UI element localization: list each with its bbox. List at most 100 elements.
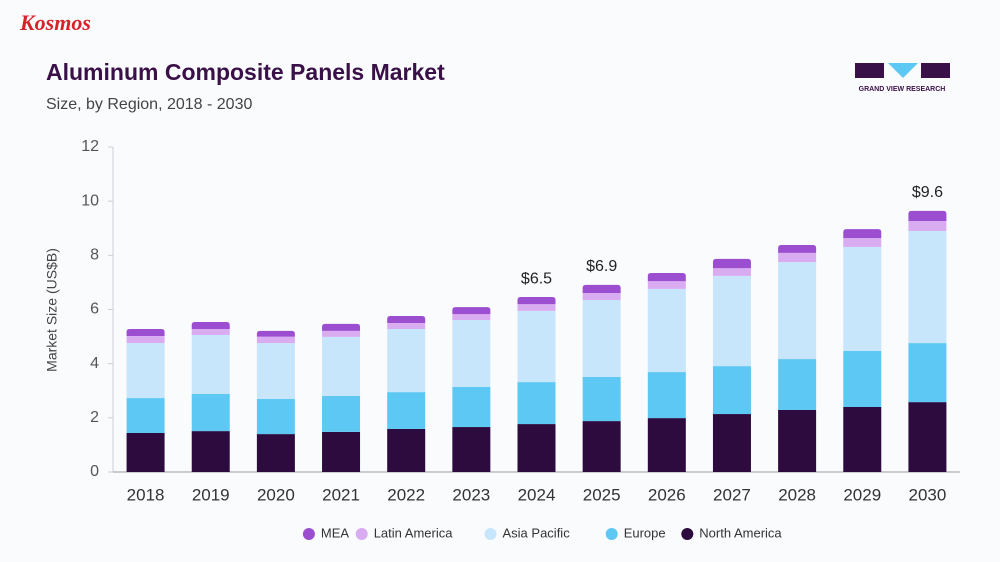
bar-segment	[908, 343, 947, 403]
bar-segment	[517, 382, 556, 425]
bar-segment	[322, 395, 361, 432]
bar-segment	[256, 398, 295, 435]
x-tick-label: 2030	[909, 485, 947, 504]
chart-subtitle: Size, by Region, 2018 - 2030	[46, 96, 252, 113]
y-tick-label: 6	[90, 301, 99, 318]
x-tick-label: 2025	[583, 485, 621, 504]
x-tick-label: 2018	[127, 485, 165, 504]
bar-segment	[582, 284, 621, 293]
bar-segment	[387, 323, 426, 329]
bar-segment	[126, 329, 165, 337]
bar-segment	[582, 376, 621, 422]
x-tick-label: 2024	[518, 485, 556, 504]
bar-segment	[908, 220, 947, 231]
bar-segment	[517, 310, 556, 383]
bar-segment	[908, 230, 947, 344]
bar-segment	[452, 307, 491, 315]
legend-swatch	[681, 528, 694, 540]
total-label: $6.5	[521, 270, 552, 287]
bar-segment	[778, 245, 817, 253]
x-tick-label: 2021	[322, 485, 360, 504]
y-tick-label: 10	[81, 192, 99, 209]
bar-segment	[191, 394, 230, 432]
x-tick-label: 2019	[192, 485, 230, 504]
bar-segment	[843, 350, 882, 407]
bar-segment	[582, 292, 621, 301]
bar-segment	[582, 300, 621, 377]
bar-segment	[452, 320, 491, 387]
bar-segment	[517, 304, 556, 311]
legend-swatch	[484, 528, 497, 540]
y-tick-label: 12	[81, 138, 99, 155]
bar-segment	[647, 272, 686, 282]
bar-segment	[647, 372, 686, 419]
x-tick-label: 2023	[452, 485, 490, 504]
y-tick-label: 8	[90, 247, 99, 264]
bar-segment	[387, 428, 426, 472]
bar-segment	[908, 402, 947, 472]
legend-label: Europe	[624, 525, 666, 540]
legend-swatch	[302, 528, 315, 540]
legend-label: MEA	[321, 525, 350, 540]
bar-segment	[322, 330, 361, 337]
bar-segment	[126, 336, 165, 344]
bar-segment	[517, 297, 556, 305]
legend-swatch	[355, 528, 368, 540]
bar-segment	[126, 398, 165, 433]
bar-segment	[778, 359, 817, 410]
bar-segment	[843, 407, 882, 472]
bar-segment	[256, 343, 295, 399]
bar-segment	[712, 366, 751, 415]
bar-segment	[256, 330, 295, 337]
bar-segment	[322, 336, 361, 396]
logo-block	[921, 63, 950, 78]
bar-segment	[712, 268, 751, 276]
y-axis-label: Market Size (US$B)	[44, 248, 60, 372]
bar-segment	[191, 431, 230, 472]
bar-segment	[256, 434, 295, 472]
logo-block	[855, 63, 884, 78]
legend-label: Asia Pacific	[503, 525, 571, 540]
bar-segment	[647, 418, 686, 472]
total-label: $9.6	[912, 184, 943, 201]
bar-segment	[712, 258, 751, 269]
bar-segment	[256, 336, 295, 344]
bar-segment	[778, 409, 817, 472]
bar-segment	[647, 281, 686, 289]
bar-segment	[387, 329, 426, 393]
bar-segment	[647, 288, 686, 373]
bar-segment	[712, 275, 751, 367]
legend-label: Latin America	[374, 525, 454, 540]
y-tick-label: 0	[90, 463, 99, 480]
logo-block	[888, 63, 918, 78]
x-tick-label: 2022	[387, 485, 425, 504]
bar-segment	[387, 316, 426, 324]
bar-segment	[778, 252, 817, 263]
bar-segment	[843, 246, 882, 351]
bar-segment	[843, 238, 882, 247]
total-label: $6.9	[586, 258, 617, 275]
chart-title: Aluminum Composite Panels Market	[46, 59, 445, 85]
source-text: GRAND VIEW RESEARCH	[859, 86, 946, 93]
bar-segment	[191, 321, 230, 329]
bar-segment	[452, 427, 491, 472]
bar-segment	[191, 329, 230, 335]
bar-segment	[452, 314, 491, 321]
bar-segment	[843, 229, 882, 238]
x-tick-label: 2026	[648, 485, 686, 504]
bar-segment	[126, 433, 165, 472]
source-logo: GRAND VIEW RESEARCH	[855, 63, 950, 93]
bar-segment	[322, 323, 361, 331]
bar-segment	[908, 210, 947, 221]
bar-segment	[452, 386, 491, 428]
legend-swatch	[605, 528, 618, 540]
legend-label: North America	[699, 525, 782, 540]
x-tick-label: 2029	[843, 485, 881, 504]
bar-segment	[387, 392, 426, 429]
bar-segment	[582, 421, 621, 472]
x-tick-label: 2028	[778, 485, 816, 504]
bar-segment	[712, 414, 751, 472]
x-tick-label: 2020	[257, 485, 295, 504]
publisher-logo: Kosmos	[19, 10, 91, 35]
